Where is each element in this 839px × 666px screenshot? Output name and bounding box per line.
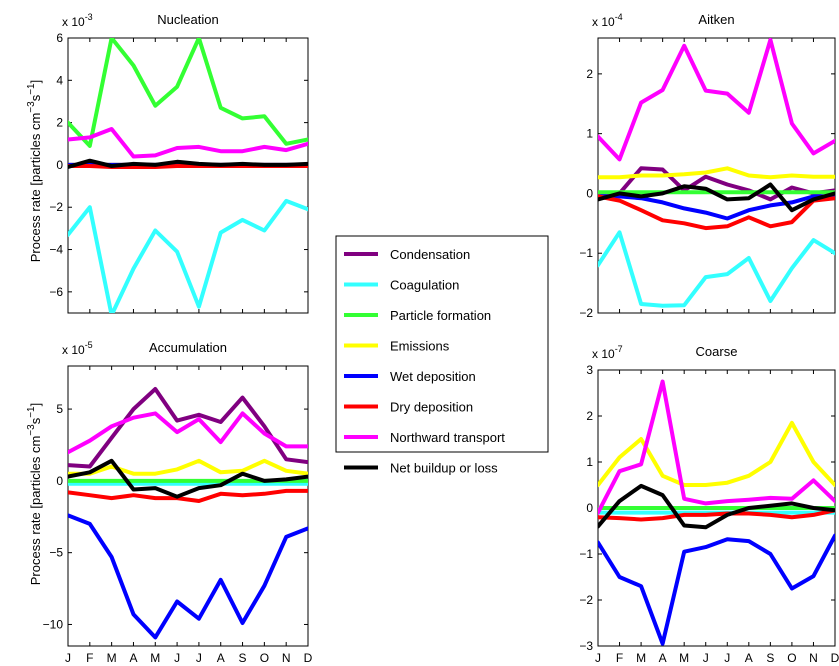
legend-label: Coagulation [390,278,459,293]
x-tick-label: M [636,651,646,665]
legend-label: Dry deposition [390,400,473,415]
series-line-net-buildup-or-loss [68,158,308,169]
x-tick-label: M [150,651,160,665]
y-tick-label: 6 [56,31,63,45]
x-tick-label: M [679,651,689,665]
series-line-northward-transport [68,411,308,455]
x-tick-label: S [766,651,774,665]
x-tick-label: D [831,651,839,665]
x-tick-label: O [787,651,796,665]
x-tick-label: J [724,651,730,665]
series-line-wet-deposition [598,533,835,646]
x-tick-label: F [86,651,93,665]
series-line-condensation [68,387,308,469]
chart-title: Coarse [696,344,738,359]
axis-multiplier: x 10-5 [62,340,93,357]
y-tick-label: 4 [56,73,63,87]
axes-box [67,37,309,314]
series-line-coagulation [68,198,308,313]
y-tick-label: 2 [586,67,593,81]
legend-label: Net buildup or loss [390,461,498,476]
legend-label: Condensation [390,247,470,262]
chart-title: Aitken [698,12,734,27]
axis-multiplier: x 10-3 [62,12,93,29]
x-tick-label: F [616,651,623,665]
y-tick-label: −3 [579,639,593,653]
y-tick-label: 1 [586,127,593,141]
x-tick-label: D [304,651,313,665]
y-tick-label: 0 [586,186,593,200]
y-tick-label: −2 [579,593,593,607]
ylabel-top: Process rate [particles cm−3s−1] [26,80,43,262]
x-tick-label: J [595,651,601,665]
y-tick-label: 2 [586,409,593,423]
y-tick-label: 0 [586,501,593,515]
legend-label: Particle formation [390,308,491,323]
chart-panel-1: −2 −1 0 1 2 x 10-4 Aitken [579,12,836,320]
y-tick-label: −1 [579,246,593,260]
chart-title: Accumulation [149,340,227,355]
x-tick-label: A [659,651,667,665]
x-tick-label: J [65,651,71,665]
series-line-coagulation [598,230,835,308]
legend-label: Emissions [390,339,450,354]
x-tick-label: N [809,651,818,665]
series-line-net-buildup-or-loss [598,483,835,530]
series-group [68,38,308,313]
x-tick-label: J [703,651,709,665]
series-line-particle-formation [68,38,308,148]
series-line-net-buildup-or-loss [598,182,835,213]
series-group [598,379,835,646]
series-line-emissions [68,458,308,476]
x-tick-label: S [239,651,247,665]
axes-box [67,365,309,647]
axis-multiplier: x 10-7 [592,344,623,361]
y-tick-label: 0 [56,474,63,488]
x-tick-label: J [174,651,180,665]
legend-label: Wet deposition [390,369,476,384]
x-tick-label: N [282,651,291,665]
series-line-emissions [598,166,835,180]
x-tick-label: O [260,651,269,665]
y-tick-label: −6 [49,285,63,299]
y-tick-label: 1 [586,455,593,469]
series-line-northward-transport [598,379,835,515]
y-tick-label: −5 [49,546,63,560]
series-line-dry-deposition [68,488,308,503]
y-tick-label: −10 [43,617,64,631]
x-tick-label: M [107,651,117,665]
series-line-wet-deposition [68,513,308,640]
x-tick-label: J [196,651,202,665]
legend-label: Northward transport [390,430,505,445]
series-line-dry-deposition [598,194,835,231]
series-line-dry-deposition [598,508,835,522]
chart-panel-0: −6 −4 −2 0 2 4 6 x 10-3 Nucleation [49,12,309,314]
y-tick-label: −4 [49,243,63,257]
y-tick-label: 5 [56,402,63,416]
y-tick-label: −1 [579,547,593,561]
y-tick-label: 3 [586,363,593,377]
series-line-net-buildup-or-loss [68,458,308,499]
series-line-condensation [598,166,835,202]
series-line-emissions [598,420,835,487]
legend: Condensation Coagulation Particle formatio… [335,235,549,476]
y-tick-label: 2 [56,116,63,130]
y-tick-label: −2 [579,306,593,320]
x-tick-label: A [217,651,225,665]
ylabel-bottom: Process rate [particles cm−3s−1] [26,403,43,585]
y-tick-label: −2 [49,200,63,214]
series-group [598,38,835,308]
series-line-northward-transport [68,127,308,159]
x-tick-label: A [129,651,137,665]
axis-multiplier: x 10-4 [592,12,623,29]
chart-title: Nucleation [157,12,218,27]
x-tick-label: A [745,651,753,665]
series-line-northward-transport [598,38,835,162]
y-tick-label: 0 [56,158,63,172]
series-group [68,387,308,640]
